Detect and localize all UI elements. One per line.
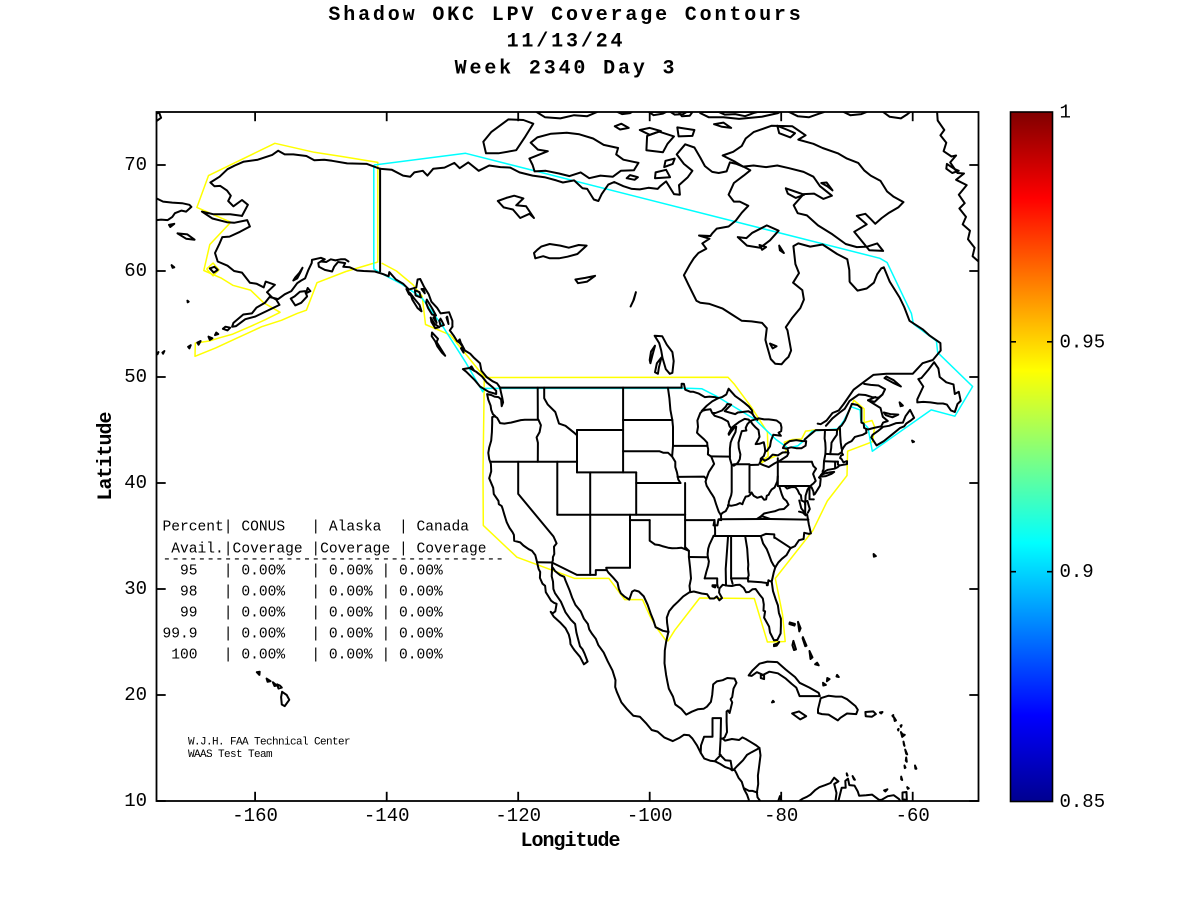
- svg-text:95 | 0.00% | 0.00% | 0.00%: 95 | 0.00% | 0.00% | 0.00%: [163, 564, 443, 580]
- svg-text:W.J.H. FAA Technical Center: W.J.H. FAA Technical Center: [188, 737, 350, 749]
- svg-text:-100: -100: [627, 805, 673, 827]
- svg-text:Percent| CONUS | Alaska | C: Percent| CONUS | Alaska | Canada: [163, 520, 470, 536]
- svg-text:10: 10: [124, 790, 147, 812]
- svg-text:0.85: 0.85: [1060, 791, 1106, 813]
- svg-text:98 | 0.00% | 0.00% | 0.00%: 98 | 0.00% | 0.00% | 0.00%: [163, 585, 443, 601]
- svg-text:0.95: 0.95: [1060, 331, 1106, 353]
- svg-text:0.9: 0.9: [1060, 561, 1094, 583]
- svg-text:40: 40: [124, 472, 147, 494]
- svg-text:50: 50: [124, 366, 147, 388]
- svg-text:-60: -60: [896, 805, 930, 827]
- svg-text:-140: -140: [364, 805, 410, 827]
- svg-text:Shadow OKC LPV Coverage Contou: Shadow OKC LPV Coverage Contours: [328, 4, 803, 27]
- svg-text:Avail.|Coverage |Coverage | Co: Avail.|Coverage |Coverage | Coverage: [163, 542, 487, 558]
- svg-text:70: 70: [124, 154, 147, 176]
- svg-text:-160: -160: [232, 805, 278, 827]
- svg-text:-80: -80: [764, 805, 798, 827]
- svg-text:-120: -120: [495, 805, 541, 827]
- svg-text:Week 2340 Day 3: Week 2340 Day 3: [455, 57, 678, 80]
- svg-text:60: 60: [124, 260, 147, 282]
- svg-text:Longitude: Longitude: [520, 830, 620, 853]
- svg-text:30: 30: [124, 578, 147, 600]
- svg-text:20: 20: [124, 684, 147, 706]
- svg-text:100 | 0.00% | 0.00% | 0.00: 100 | 0.00% | 0.00% | 0.00%: [163, 648, 443, 664]
- svg-text:WAAS Test Team: WAAS Test Team: [188, 749, 273, 761]
- svg-text:11/13/24: 11/13/24: [507, 31, 626, 54]
- svg-text:1: 1: [1060, 102, 1071, 124]
- svg-text:------------------------------: ---------------------------------------: [163, 552, 505, 568]
- svg-text:99 | 0.00% | 0.00% | 0.00%: 99 | 0.00% | 0.00% | 0.00%: [163, 606, 443, 622]
- svg-text:99.9 | 0.00% | 0.00% | 0.0: 99.9 | 0.00% | 0.00% | 0.00%: [163, 627, 443, 643]
- svg-text:Latitude: Latitude: [95, 411, 118, 500]
